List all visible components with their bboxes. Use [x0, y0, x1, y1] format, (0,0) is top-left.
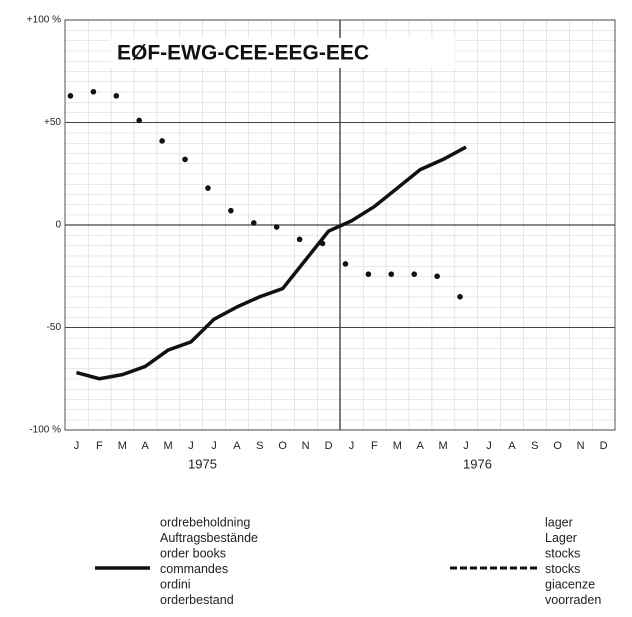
x-tick-label: J [74, 440, 80, 452]
x-tick-label: N [577, 440, 585, 452]
order-books-line [76, 145, 467, 381]
x-tick-label: M [118, 440, 127, 452]
stocks-dot [159, 138, 165, 144]
x-tick-label: D [325, 440, 333, 452]
stocks-dot [319, 240, 326, 247]
x-tick-label: M [439, 440, 448, 452]
stocks-dot [342, 261, 349, 267]
stocks-dot [67, 93, 74, 99]
x-tick-label: O [278, 440, 287, 452]
stocks-dot [273, 224, 280, 230]
legend-label: Auftragsbestände [160, 531, 258, 545]
legend-label: order books [160, 546, 226, 560]
stocks-dot [228, 207, 234, 214]
stocks-dot [90, 88, 97, 95]
stocks-dot [136, 117, 143, 124]
x-tick-label: A [417, 440, 425, 452]
legend-label: ordini [160, 577, 191, 591]
x-tick-label: F [371, 440, 378, 452]
stocks-dot [411, 271, 418, 278]
stocks-dot [182, 156, 188, 163]
stocks-dot [113, 93, 120, 99]
y-tick-label: +50 [44, 117, 61, 128]
x-tick-label: A [233, 440, 241, 452]
x-tick-label: M [393, 440, 402, 452]
stocks-dot [250, 220, 257, 226]
title-backing [110, 38, 455, 68]
x-tick-label: J [349, 440, 355, 452]
stocks-dot [434, 273, 440, 280]
year-label: 1975 [188, 456, 217, 471]
x-tick-label: J [211, 440, 217, 452]
y-tick-label: +100 % [27, 15, 61, 26]
legend-label: orderbestand [160, 593, 234, 607]
x-tick-label: J [188, 440, 194, 452]
legend-label: giacenze [545, 577, 595, 591]
x-tick-label: D [600, 440, 608, 452]
x-tick-label: A [508, 440, 516, 452]
stocks-dot [205, 185, 211, 191]
stocks-dot [296, 236, 303, 243]
x-tick-label: M [164, 440, 173, 452]
x-tick-label: J [486, 440, 492, 452]
y-tick-label: 0 [55, 220, 61, 231]
y-tick-label: -50 [47, 322, 62, 333]
x-tick-label: S [531, 440, 538, 452]
legend-label: stocks [545, 546, 580, 560]
x-tick-label: N [302, 440, 310, 452]
year-label: 1976 [463, 456, 492, 471]
stocks-dot [365, 271, 372, 278]
x-tick-label: F [96, 440, 103, 452]
x-tick-label: O [553, 440, 562, 452]
y-tick-label: -100 % [29, 425, 61, 436]
legend-label: Lager [545, 531, 577, 545]
legend-label: stocks [545, 562, 580, 576]
legend-label: ordrebeholdning [160, 515, 250, 529]
stocks-dot [388, 271, 395, 278]
legend-label: lager [545, 515, 573, 529]
legend-label: voorraden [545, 593, 601, 607]
x-tick-label: S [256, 440, 263, 452]
stocks-dot [457, 293, 463, 300]
chart-title: EØF-EWG-CEE-EEG-EEC [117, 42, 369, 65]
x-tick-label: J [463, 440, 469, 452]
legend-label: commandes [160, 562, 228, 576]
x-tick-label: A [142, 440, 150, 452]
